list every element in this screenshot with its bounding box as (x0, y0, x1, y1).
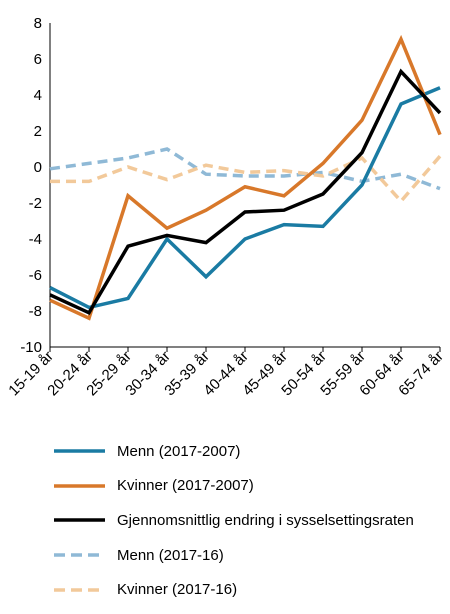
legend-item: Kvinner (2017-16) (52, 572, 450, 607)
y-tick-label: -4 (29, 231, 42, 248)
y-tick-label: 6 (34, 51, 42, 68)
legend: Menn (2017-2007) Kvinner (2017-2007) Gjenn… (52, 434, 450, 607)
legend-label: Kvinner (2017-2007) (117, 477, 254, 495)
y-tick-label: 0 (34, 159, 42, 176)
legend-swatch (54, 484, 105, 488)
series-line-0 (49, 86, 441, 310)
y-tick-label: 2 (34, 123, 42, 140)
y-axis: 8 6 4 2 0 -2 -4 -6 -8 -10 (20, 15, 51, 356)
y-tick-label: -8 (29, 303, 42, 320)
y-tick-label: -2 (29, 195, 42, 212)
legend-item: Menn (2017-16) (52, 538, 450, 573)
series-line-1 (49, 34, 442, 321)
legend-swatch (54, 553, 105, 557)
legend-label: Menn (2017-16) (117, 546, 224, 564)
legend-swatch (54, 518, 105, 523)
legend-item: Menn (2017-2007) (52, 434, 450, 469)
legend-item: Kvinner (2017-2007) (52, 469, 450, 504)
legend-swatch (54, 587, 105, 592)
legend-label: Menn (2017-2007) (117, 442, 241, 460)
y-tick-label: 8 (34, 15, 42, 32)
legend-swatch (54, 449, 105, 454)
y-tick-label: 4 (34, 87, 42, 104)
series-line-3 (49, 147, 441, 191)
series-lines (49, 34, 442, 321)
legend-label: Kvinner (2017-16) (117, 581, 238, 599)
y-tick-label: -10 (20, 339, 42, 356)
series-line-2 (49, 68, 442, 316)
y-tick-label: -6 (29, 267, 42, 284)
legend-label: Gjennomsnittlig endring i sysselsettings… (117, 511, 414, 529)
legend-item: Gjennomsnittlig endring i sysselsettings… (52, 503, 450, 538)
series-line-4 (50, 155, 442, 204)
